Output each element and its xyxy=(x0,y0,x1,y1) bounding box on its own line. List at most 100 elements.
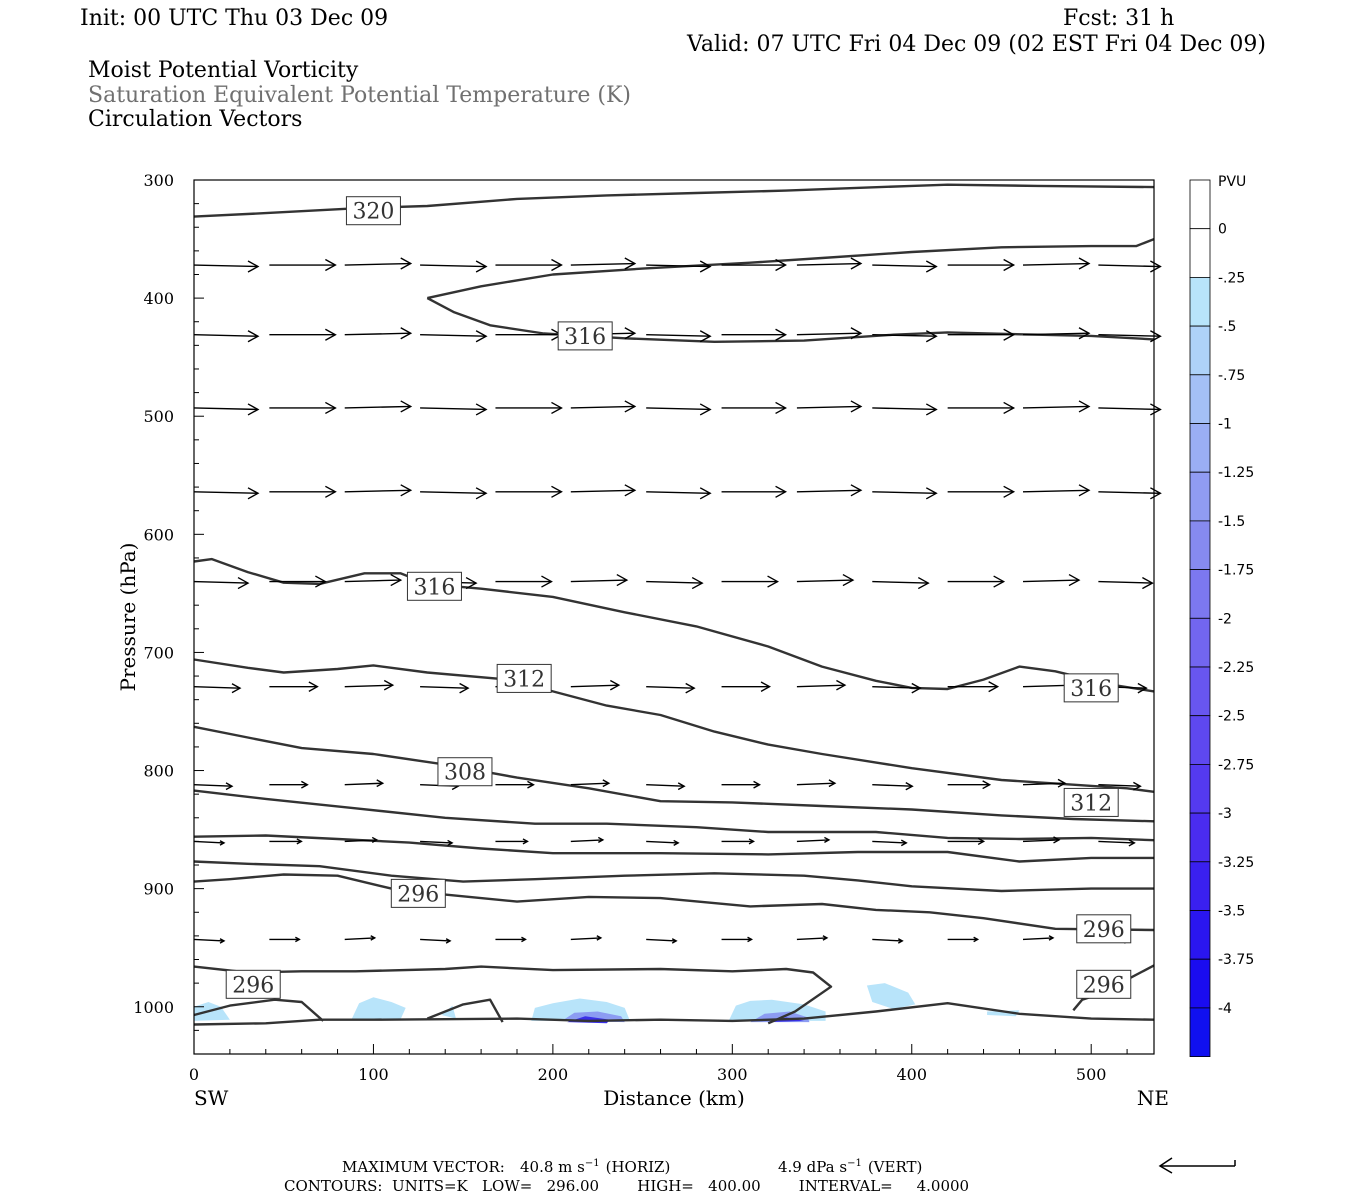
mpv-shade-region xyxy=(866,983,916,1010)
colorbar-swatch xyxy=(1189,276,1211,327)
circulation-vector xyxy=(193,487,260,500)
circulation-vector xyxy=(796,257,863,270)
circulation-vector xyxy=(872,839,908,847)
colorbar-swatch xyxy=(1189,764,1211,814)
circulation-vector xyxy=(1098,781,1142,791)
svg-text:308: 308 xyxy=(444,761,486,786)
x-tick-label: 300 xyxy=(717,1065,748,1084)
svg-text:296: 296 xyxy=(397,882,439,907)
colorbar-unit: PVU xyxy=(1218,174,1246,190)
max-vector-vert: 4.9 dPa s−1 (VERT) xyxy=(778,1158,922,1176)
circulation-vector xyxy=(721,936,754,943)
colorbar-tick-label: -1.5 xyxy=(1218,514,1245,530)
colorbar-swatch xyxy=(1189,423,1211,473)
circulation-vector xyxy=(646,782,686,791)
circulation-vector xyxy=(420,938,452,944)
circulation-vector xyxy=(796,836,831,843)
circulation-vector xyxy=(796,327,863,340)
max-vector-horiz: 40.8 m s−1 (HORIZ) xyxy=(520,1158,670,1176)
svg-text:316: 316 xyxy=(1070,677,1112,702)
circulation-vector xyxy=(495,258,563,272)
colorbar-swatch xyxy=(1189,471,1211,522)
colorbar-tick-label: 0 xyxy=(1218,222,1227,238)
y-tick-label: 1000 xyxy=(133,998,174,1017)
circulation-vector xyxy=(193,683,242,694)
circulation-vector xyxy=(570,779,611,788)
theta-es-contour xyxy=(193,789,1155,842)
colorbar-tick-label: -1.75 xyxy=(1218,563,1254,579)
colorbar-swatch xyxy=(1189,520,1211,571)
theta-es-contours xyxy=(193,183,1155,1026)
circulation-vector xyxy=(420,682,470,694)
circulation-vector xyxy=(344,257,413,270)
colorbar-tick-label: -.25 xyxy=(1218,270,1245,286)
circulation-vector xyxy=(344,836,379,843)
x-tick-label: 400 xyxy=(896,1065,927,1084)
circulation-vector xyxy=(721,485,788,498)
circulation-vector xyxy=(570,257,637,270)
circulation-vector xyxy=(193,576,250,590)
circulation-vector xyxy=(796,679,847,691)
theta-es-contour xyxy=(426,998,504,1023)
circulation-vector xyxy=(570,484,637,497)
contour-label: 312 xyxy=(496,663,552,693)
y-tick-label: 300 xyxy=(143,171,174,190)
colorbar-tick-label: -4 xyxy=(1218,1001,1232,1017)
circulation-vector xyxy=(646,576,704,590)
circulation-vector xyxy=(570,400,637,413)
circulation-vector xyxy=(721,838,756,845)
colorbar-tick-label: -1 xyxy=(1218,417,1232,433)
circulation-vector xyxy=(872,260,938,273)
circulation-vector xyxy=(1022,257,1091,270)
circulation-vector xyxy=(1022,836,1061,844)
circulation-vector xyxy=(570,836,605,843)
circulation-vector xyxy=(646,330,712,343)
theta-es-contour xyxy=(193,873,1155,932)
colorbar-swatch xyxy=(1189,179,1211,230)
circulation-vector xyxy=(344,327,413,340)
circulation-vector xyxy=(344,484,413,497)
colorbar-tick-label: -.5 xyxy=(1218,319,1236,335)
circulation-vector xyxy=(872,576,930,590)
circulation-vector xyxy=(1098,403,1162,416)
contour-label: 296 xyxy=(1076,969,1132,999)
circulation-vector xyxy=(872,403,938,416)
circulation-vector xyxy=(947,401,1016,415)
colorbar-swatch xyxy=(1189,374,1211,424)
svg-text:316: 316 xyxy=(413,575,455,600)
circulation-vector xyxy=(872,938,904,944)
forecast-hour: Fcst: 31 h xyxy=(1063,6,1174,31)
axis-ticks: 0 100 200 300 400 500 300 400 500 600 700 800 900 100… xyxy=(133,171,1128,1084)
y-tick-label: 800 xyxy=(143,762,174,781)
y-tick-label: 600 xyxy=(143,525,174,544)
y-tick-label: 500 xyxy=(143,407,174,426)
circulation-vector xyxy=(269,485,337,498)
circulation-vector xyxy=(947,837,986,846)
theta-es-contour xyxy=(427,237,1155,300)
circulation-vector xyxy=(1022,935,1055,941)
circulation-vector xyxy=(1022,778,1067,788)
circulation-vector xyxy=(495,780,535,789)
circulation-vector xyxy=(947,575,1006,588)
contour-label: 296 xyxy=(390,878,446,908)
circulation-vector xyxy=(193,330,260,343)
circulation-vector xyxy=(344,400,413,413)
theta-es-contour xyxy=(193,965,833,1025)
colorbar-swatch xyxy=(1189,325,1211,376)
contour-label: 320 xyxy=(345,196,401,226)
circulation-vector xyxy=(344,573,403,587)
colorbar-swatch xyxy=(1189,958,1211,1009)
colorbar-swatch xyxy=(1189,861,1211,911)
circulation-vector xyxy=(796,400,863,413)
theta-es-contour xyxy=(193,658,1155,793)
max-vector-label: MAXIMUM VECTOR: xyxy=(342,1158,505,1176)
circulation-vector xyxy=(420,260,488,273)
field-title-mpv: Moist Potential Vorticity xyxy=(88,58,359,83)
colorbar-tick-label: -3.5 xyxy=(1218,904,1245,920)
theta-es-contour xyxy=(193,557,1155,693)
svg-text:296: 296 xyxy=(232,973,274,998)
circulation-vector xyxy=(721,401,788,415)
y-tick-label: 400 xyxy=(143,289,174,308)
circulation-vector xyxy=(1022,573,1081,587)
